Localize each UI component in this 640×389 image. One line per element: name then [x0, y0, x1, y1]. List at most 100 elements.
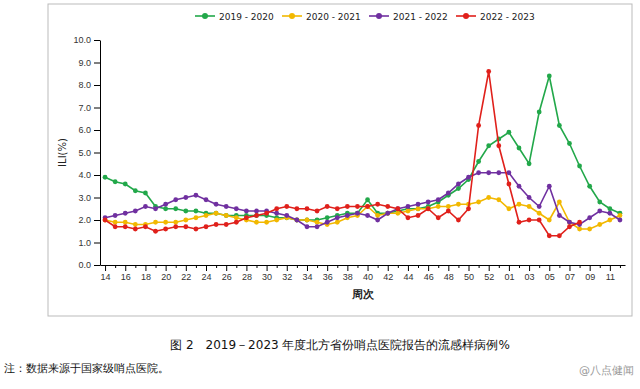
x-tick-mark [166, 265, 167, 271]
legend-label: 2020 - 2021 [306, 12, 361, 22]
series-marker [506, 170, 511, 175]
x-tick [620, 265, 621, 268]
series-marker [416, 206, 421, 211]
series-marker [426, 206, 431, 211]
y-axis-title: ILI(%) [57, 138, 68, 167]
series-marker [133, 222, 138, 227]
y-tick-label: 0.0 [78, 260, 91, 270]
series-marker [416, 213, 421, 218]
x-tick-mark [337, 265, 338, 268]
x-tick: 24 [202, 265, 212, 282]
series-marker [254, 209, 259, 214]
series-marker [527, 195, 532, 200]
series-marker [426, 206, 431, 211]
series-marker [133, 209, 138, 214]
series-line [105, 72, 580, 236]
x-tick-mark [196, 265, 197, 268]
x-tick-mark [549, 265, 550, 271]
series-marker [103, 175, 108, 180]
x-tick-label: 46 [424, 272, 434, 282]
x-tick-mark [438, 265, 439, 268]
series-marker [476, 159, 481, 164]
x-tick [156, 265, 157, 268]
x-tick: 20 [161, 265, 171, 282]
x-tick: 52 [484, 265, 494, 282]
y-tick-mark [94, 108, 100, 109]
series-marker [486, 143, 491, 148]
y-axis-line [100, 41, 101, 266]
series-marker [325, 215, 330, 220]
x-tick [297, 265, 298, 268]
x-tick-label: 44 [403, 272, 413, 282]
series-marker [486, 195, 491, 200]
series-marker [597, 200, 602, 205]
plot-area [103, 69, 623, 238]
series-marker [496, 143, 501, 148]
series-marker [294, 218, 299, 223]
series-marker [496, 170, 501, 175]
series-marker [305, 218, 310, 223]
x-tick-mark [569, 265, 570, 271]
series-marker [587, 184, 592, 189]
series-marker [194, 209, 199, 214]
series-marker [103, 218, 108, 223]
chart-title: 图 2 2019－2023 年度北方省份哨点医院报告的流感样病例% [170, 338, 510, 352]
x-tick [378, 265, 379, 268]
series-marker [385, 204, 390, 209]
series-marker [587, 227, 592, 232]
series-marker [597, 222, 602, 227]
x-tick-label: 18 [141, 272, 151, 282]
x-axis-line [101, 265, 626, 266]
series-marker [446, 204, 451, 209]
series-marker [355, 211, 360, 216]
series-marker [607, 211, 612, 216]
series-marker [194, 193, 199, 198]
series-marker [234, 206, 239, 211]
legend-label: 2022 - 2023 [480, 12, 535, 22]
series-marker [254, 213, 259, 218]
series-marker [577, 220, 582, 225]
series-marker [325, 204, 330, 209]
x-tick-mark [246, 265, 247, 271]
x-tick-mark [398, 265, 399, 268]
y-tick-label: 6.0 [78, 125, 91, 135]
series-marker [254, 220, 259, 225]
x-tick: 46 [424, 265, 434, 282]
series-marker [375, 213, 380, 218]
x-tick [337, 265, 338, 268]
x-tick-label: 14 [101, 272, 111, 282]
x-tick [176, 265, 177, 268]
series-marker [436, 215, 441, 220]
series-marker [587, 215, 592, 220]
series-marker [173, 206, 178, 211]
x-tick-label: 24 [202, 272, 212, 282]
x-tick [499, 265, 500, 268]
series-marker [395, 211, 400, 216]
series-marker [123, 182, 128, 187]
series-marker [163, 206, 168, 211]
legend-label: 2019 - 2020 [219, 12, 274, 22]
series-marker [123, 220, 128, 225]
series-marker [315, 224, 320, 229]
x-tick: 18 [141, 265, 151, 282]
y-tick-mark [94, 130, 100, 131]
x-tick-mark [277, 265, 278, 268]
series-marker [143, 204, 148, 209]
series-marker [133, 227, 138, 232]
x-tick: 03 [525, 265, 535, 282]
x-tick-label: 30 [262, 272, 272, 282]
series-marker [375, 202, 380, 207]
series-marker [345, 204, 350, 209]
series-marker [547, 233, 552, 238]
y-tick: 6.0 [78, 125, 100, 135]
x-tick-mark [186, 265, 187, 271]
series-line [105, 173, 620, 227]
series-marker [274, 206, 279, 211]
x-tick-mark [125, 265, 126, 271]
series-marker [113, 220, 118, 225]
x-tick: 42 [383, 265, 393, 282]
x-axis-title: 周次 [351, 288, 375, 301]
series-marker [618, 213, 623, 218]
x-tick-mark [307, 265, 308, 271]
series-marker [416, 206, 421, 211]
